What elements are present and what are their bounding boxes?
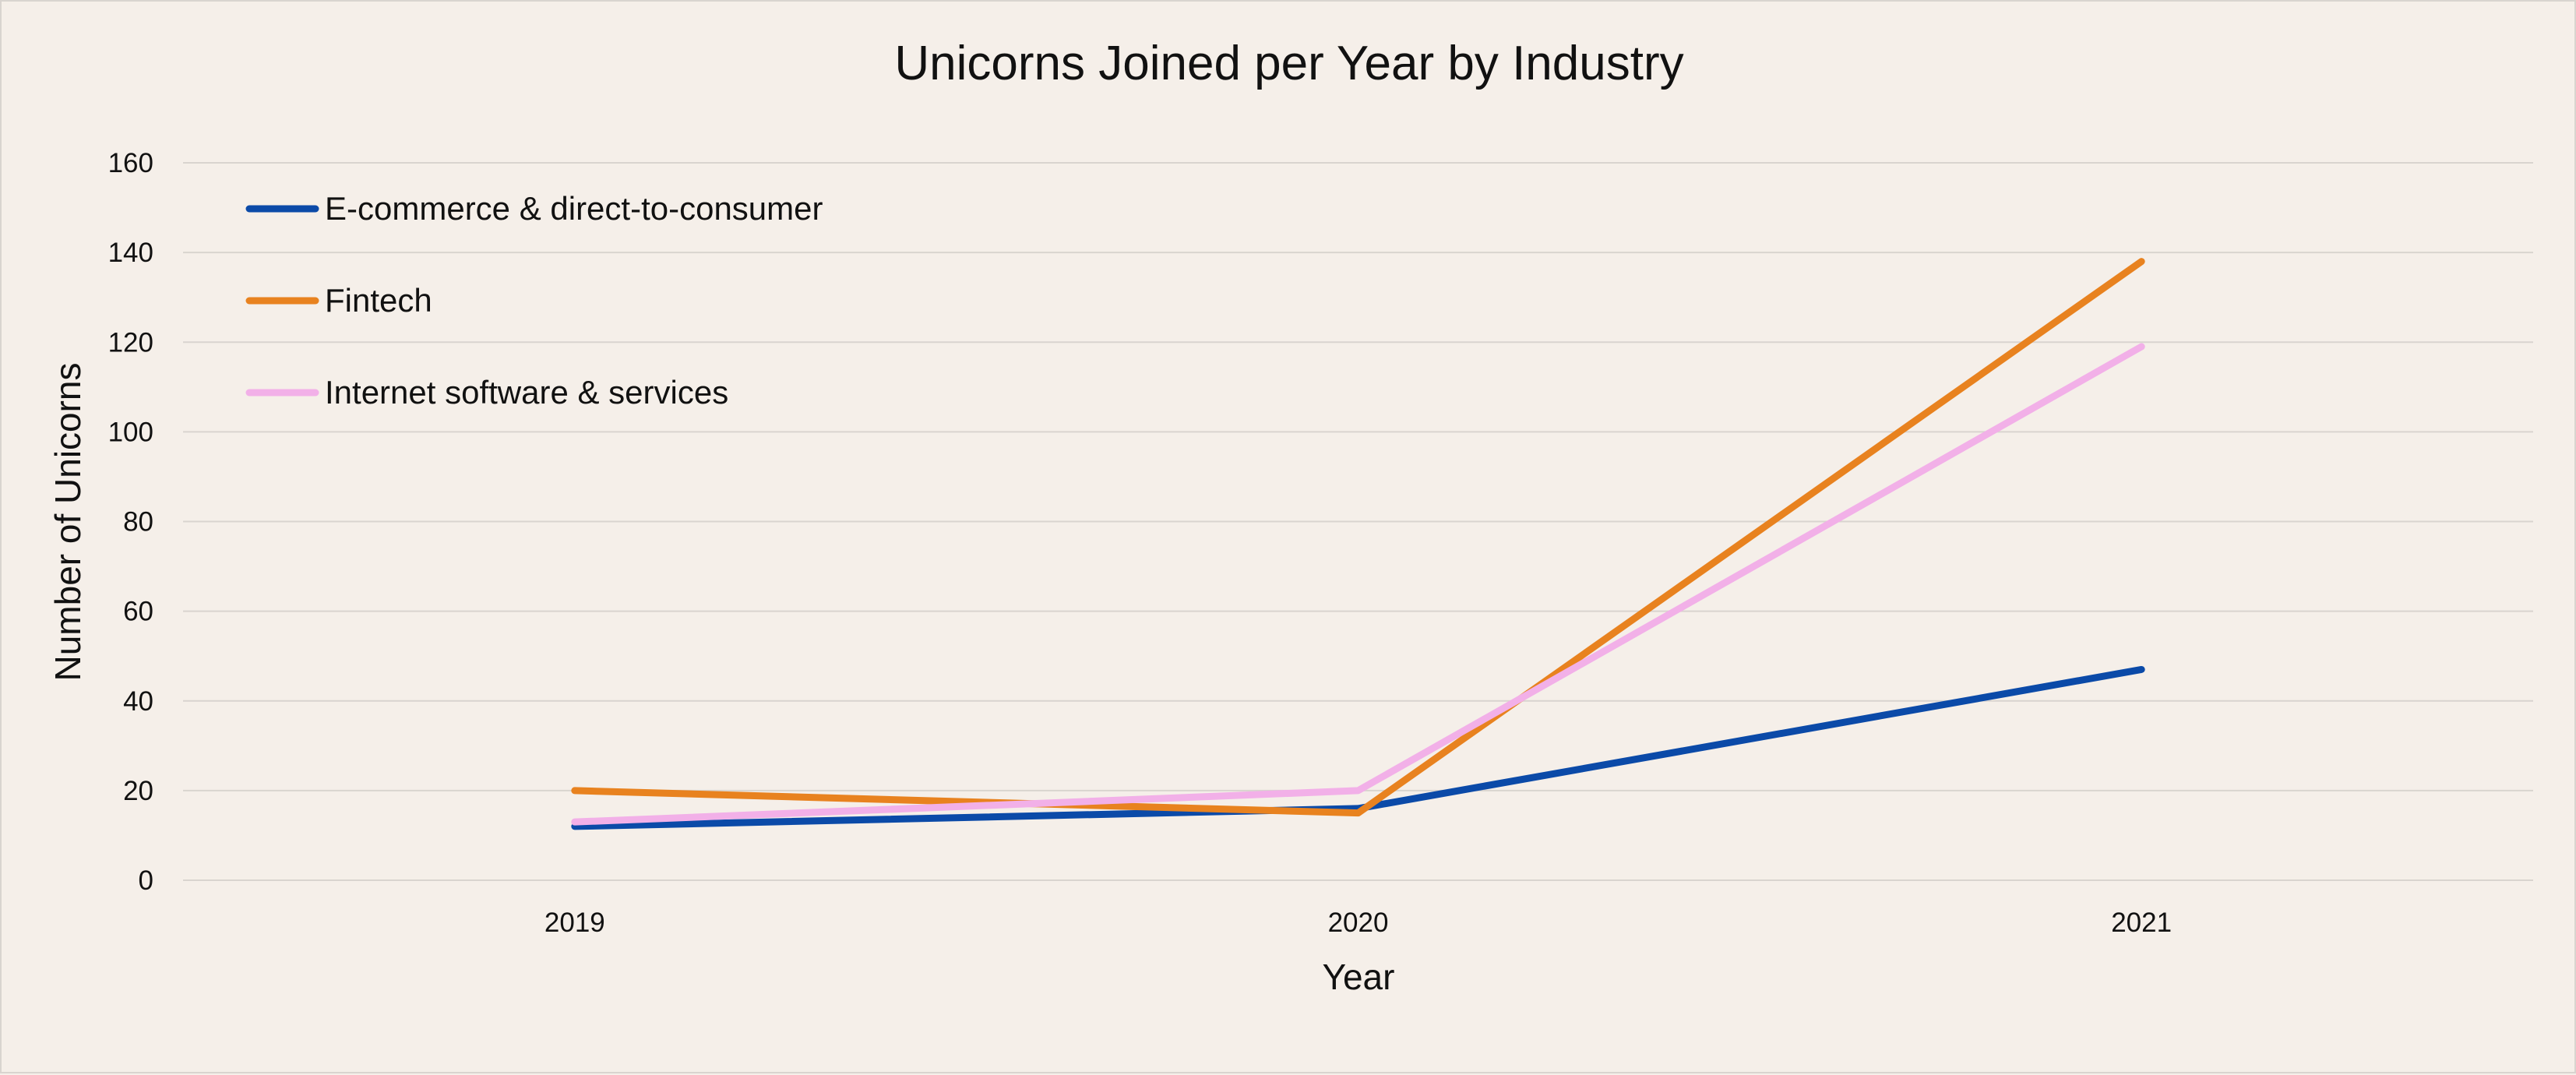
y-axis-ticks: 0 20 40 60 80 100 120 140 160	[108, 148, 153, 896]
x-axis-ticks: 2019 2020 2021	[544, 908, 2172, 938]
y-axis-title: Number of Unicorns	[48, 362, 88, 681]
y-tick-label: 120	[108, 327, 153, 358]
legend-label: Internet software & services	[325, 374, 728, 411]
y-tick-label: 20	[123, 776, 153, 806]
y-tick-label: 80	[123, 507, 153, 538]
legend-label: Fintech	[325, 282, 432, 319]
y-tick-label: 140	[108, 238, 153, 268]
y-tick-label: 60	[123, 597, 153, 627]
series-line-2	[571, 258, 2145, 817]
series-lines	[571, 258, 2145, 830]
grid-lines	[183, 162, 2533, 881]
y-tick-label: 40	[123, 686, 153, 717]
series-line-3	[571, 343, 2145, 826]
legend: E-commerce & direct-to-consumer Fintech In…	[245, 190, 823, 411]
x-axis-title: Year	[1323, 957, 1395, 997]
series-line-1	[571, 665, 2145, 830]
y-tick-label: 160	[108, 148, 153, 178]
x-tick-label: 2019	[544, 908, 605, 938]
y-tick-label: 100	[108, 417, 153, 447]
x-tick-label: 2020	[1328, 908, 1389, 938]
y-tick-label: 0	[139, 865, 153, 896]
x-tick-label: 2021	[2111, 908, 2172, 938]
chart-title: Unicorns Joined per Year by Industry	[894, 37, 1683, 90]
legend-label: E-commerce & direct-to-consumer	[325, 190, 823, 227]
